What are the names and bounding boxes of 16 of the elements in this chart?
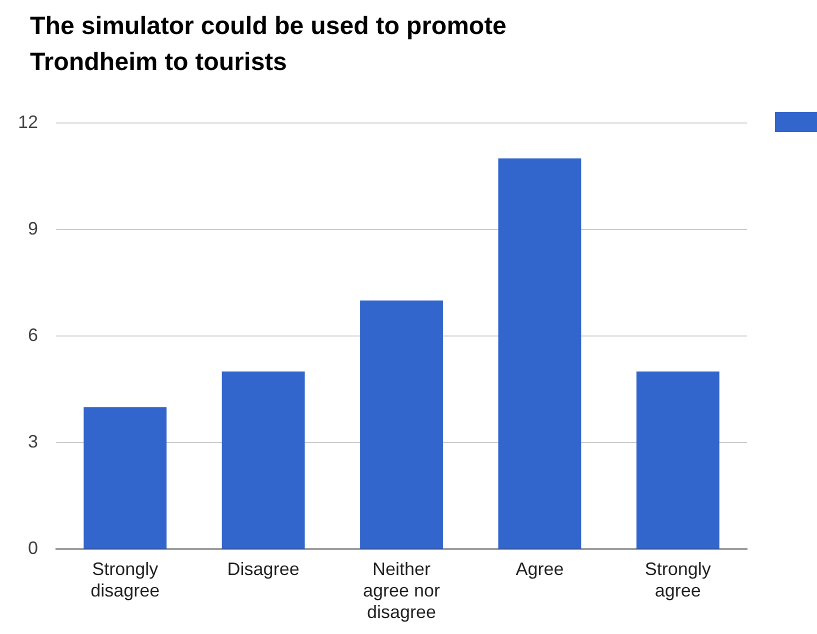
y-tick-label: 6 (28, 324, 38, 345)
y-tick-label: 3 (28, 432, 38, 452)
y-tick-label: 9 (28, 218, 38, 238)
x-tick-label: Strongly agree (644, 558, 711, 601)
x-tick-label: Neither agree nor disagree (362, 558, 440, 622)
bar (222, 372, 305, 549)
bar (84, 407, 167, 549)
x-tick-label: Strongly disagree (90, 558, 160, 601)
chart-title: The simulator could be used to promote Trondheim to tourists (30, 11, 508, 78)
bar (360, 300, 443, 549)
y-tick-label: 12 (18, 112, 38, 132)
y-tick-label: 0 (28, 538, 38, 558)
bar (498, 158, 582, 549)
x-tick-label: Disagree (227, 558, 300, 579)
x-tick-label: Agree (516, 558, 564, 579)
bar (636, 372, 720, 549)
